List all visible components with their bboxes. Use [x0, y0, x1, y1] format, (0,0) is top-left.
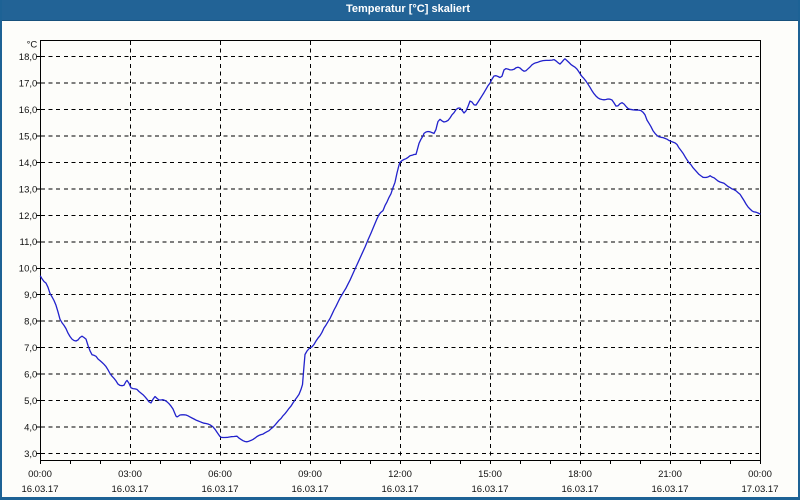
- svg-text:6,0: 6,0: [24, 369, 37, 380]
- svg-text:21:00: 21:00: [658, 469, 682, 480]
- svg-text:16,0: 16,0: [19, 105, 38, 116]
- svg-text:00:00: 00:00: [28, 469, 52, 480]
- svg-text:15,0: 15,0: [19, 131, 38, 142]
- svg-text:9,0: 9,0: [24, 290, 37, 301]
- svg-text:14,0: 14,0: [19, 158, 38, 169]
- svg-text:16.03.17: 16.03.17: [292, 484, 329, 495]
- svg-text:17,0: 17,0: [19, 79, 38, 90]
- svg-text:18,0: 18,0: [19, 52, 38, 63]
- svg-text:15:00: 15:00: [478, 469, 502, 480]
- svg-text:17.03.17: 17.03.17: [742, 484, 779, 495]
- svg-text:16.03.17: 16.03.17: [112, 484, 149, 495]
- svg-text:5,0: 5,0: [24, 396, 37, 407]
- svg-text:7,0: 7,0: [24, 343, 37, 354]
- svg-text:16.03.17: 16.03.17: [202, 484, 239, 495]
- svg-text:09:00: 09:00: [298, 469, 322, 480]
- svg-text:8,0: 8,0: [24, 317, 37, 328]
- svg-text:11,0: 11,0: [20, 237, 38, 248]
- svg-text:4,0: 4,0: [24, 422, 37, 433]
- svg-text:18:00: 18:00: [568, 469, 592, 480]
- svg-text:12:00: 12:00: [388, 469, 412, 480]
- svg-text:13,0: 13,0: [19, 184, 38, 195]
- svg-text:16.03.17: 16.03.17: [382, 484, 419, 495]
- svg-text:°C: °C: [27, 40, 38, 51]
- svg-text:06:00: 06:00: [208, 469, 232, 480]
- svg-text:16.03.17: 16.03.17: [22, 484, 59, 495]
- svg-text:03:00: 03:00: [118, 469, 142, 480]
- svg-text:10,0: 10,0: [19, 264, 38, 275]
- svg-text:16.03.17: 16.03.17: [562, 484, 599, 495]
- svg-text:00:00: 00:00: [748, 469, 772, 480]
- svg-text:16.03.17: 16.03.17: [652, 484, 689, 495]
- svg-text:12,0: 12,0: [19, 211, 38, 222]
- svg-text:3,0: 3,0: [24, 449, 37, 460]
- svg-text:16.03.17: 16.03.17: [472, 484, 509, 495]
